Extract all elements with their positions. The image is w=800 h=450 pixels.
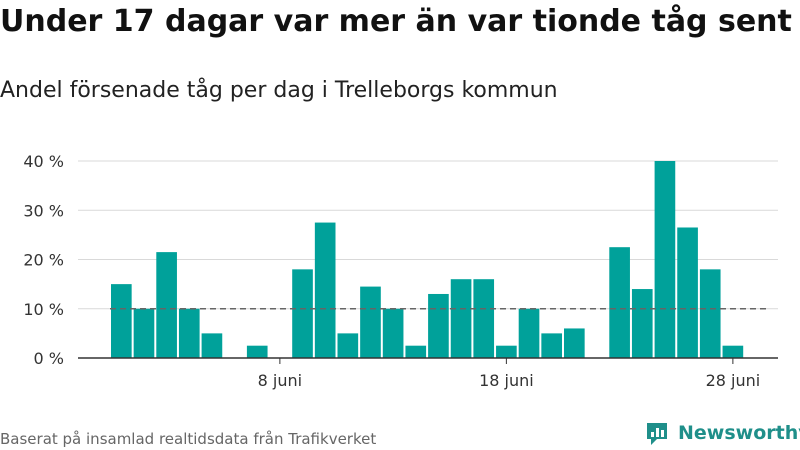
- y-tick-label: 0 %: [34, 349, 64, 368]
- y-tick-label: 30 %: [23, 201, 64, 220]
- bar: [564, 328, 585, 358]
- bar: [654, 161, 676, 358]
- bar: [111, 284, 132, 358]
- bar: [405, 345, 427, 358]
- newsworthy-logo-icon: [647, 423, 667, 445]
- bar: [699, 269, 721, 358]
- brand-logo: Newsworthy: [644, 420, 800, 446]
- bar: [428, 293, 449, 358]
- bar: [178, 308, 200, 358]
- source-note: Baserat på insamlad realtidsdata från Tr…: [0, 430, 377, 448]
- x-tick-label: 28 juni: [706, 371, 761, 390]
- bar: [450, 279, 472, 358]
- bar: [473, 279, 495, 358]
- chart-subtitle: Andel försenade tåg per dag i Trelleborg…: [0, 78, 558, 103]
- bar: [314, 222, 336, 358]
- bar: [133, 308, 155, 358]
- bar: [156, 252, 177, 358]
- bar: [292, 269, 313, 358]
- bar: [360, 286, 381, 358]
- bar: [496, 345, 517, 358]
- bar: [337, 333, 359, 358]
- bar: [722, 345, 744, 358]
- brand-name: Newsworthy: [678, 422, 800, 444]
- bar: [541, 333, 562, 358]
- y-tick-label: 20 %: [23, 251, 64, 270]
- bar: [631, 289, 653, 358]
- bar: [518, 308, 540, 358]
- y-tick-label: 40 %: [23, 152, 64, 171]
- x-tick-label: 8 juni: [258, 371, 302, 390]
- y-tick-label: 10 %: [23, 300, 64, 319]
- bar: [246, 345, 268, 358]
- bar: [609, 247, 630, 358]
- bar: [677, 227, 698, 358]
- bar: [201, 333, 223, 358]
- chart-title: Under 17 dagar var mer än var tionde tåg…: [0, 4, 792, 39]
- bar: [382, 308, 404, 358]
- x-tick-label: 18 juni: [479, 371, 534, 390]
